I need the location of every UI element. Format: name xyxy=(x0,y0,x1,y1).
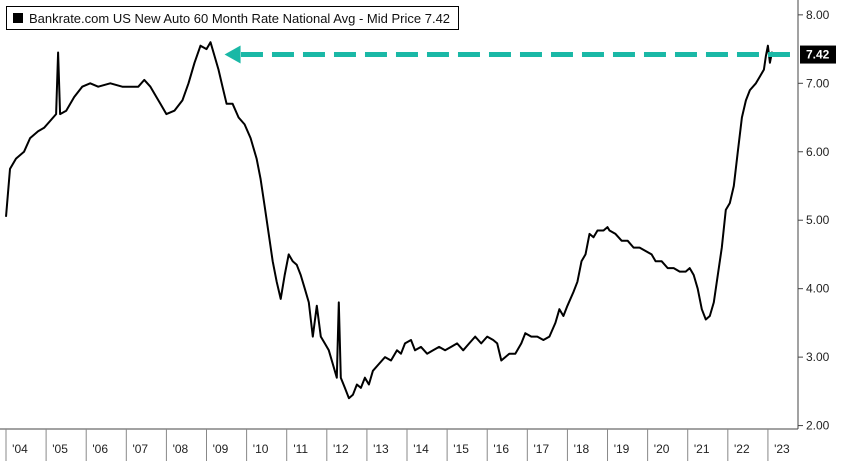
y-tick-label: 7.00 xyxy=(806,76,830,90)
x-tick-label: '14 xyxy=(413,442,429,456)
x-tick-label: '07 xyxy=(132,442,148,456)
x-tick-label: '12 xyxy=(333,442,349,456)
x-tick-label: '13 xyxy=(373,442,389,456)
y-tick-label: 8.00 xyxy=(806,8,830,22)
x-tick-label: '16 xyxy=(493,442,509,456)
y-axis: 2.00 3.00 4.00 5.00 6.00 7.00 8.00 xyxy=(798,8,830,433)
x-tick-label: '11 xyxy=(293,442,308,456)
series-layer xyxy=(5,41,777,400)
y-tick-label: 3.00 xyxy=(806,350,830,364)
x-tick-label: '15 xyxy=(453,442,469,456)
x-tick-label: '19 xyxy=(614,442,630,456)
x-tick-label: '06 xyxy=(92,442,108,456)
x-tick-label: '05 xyxy=(52,442,68,456)
legend-label: Bankrate.com US New Auto 60 Month Rate N… xyxy=(29,10,451,26)
plot-frame xyxy=(0,0,799,430)
y-tick-label: 4.00 xyxy=(806,282,830,296)
x-tick-label: '21 xyxy=(694,442,710,456)
legend-swatch xyxy=(13,13,23,23)
x-tick-label: '18 xyxy=(574,442,590,456)
x-tick-label: '22 xyxy=(734,442,750,456)
legend: Bankrate.com US New Auto 60 Month Rate N… xyxy=(6,6,460,30)
x-tick-label: '09 xyxy=(213,442,229,456)
x-tick-label: '08 xyxy=(173,442,189,456)
last-value-badge-bg xyxy=(800,45,836,64)
x-axis: '04 '05 '06 '07 '08 '09 '10 '11 '12 '13 '14 '15 '16 '… xyxy=(5,429,790,461)
x-tick-label: '23 xyxy=(774,442,790,456)
x-tick-label: '10 xyxy=(253,442,269,456)
last-value-badge: 7.42 xyxy=(800,45,836,64)
arrow-head xyxy=(224,45,241,64)
y-tick-label: 2.00 xyxy=(806,419,830,433)
y-tick-label: 6.00 xyxy=(806,145,830,159)
x-tick-label: '20 xyxy=(654,442,670,456)
last-value-label: 7.42 xyxy=(806,48,830,62)
annotation-layer xyxy=(224,45,790,64)
x-tick-label: '17 xyxy=(533,442,549,456)
y-tick-label: 5.00 xyxy=(806,213,830,227)
x-tick-label: '04 xyxy=(12,442,28,456)
series-line xyxy=(5,41,777,400)
